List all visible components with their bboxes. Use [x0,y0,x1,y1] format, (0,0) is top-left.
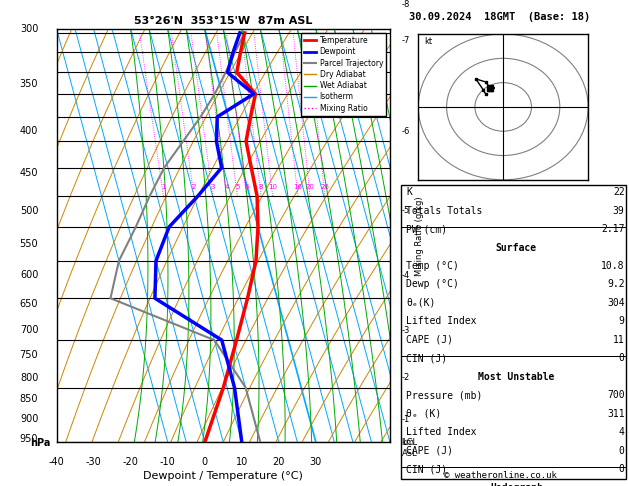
Text: © weatheronline.co.uk: © weatheronline.co.uk [443,471,557,480]
Text: 700: 700 [607,390,625,400]
Title: 53°26'N  353°15'W  87m ASL: 53°26'N 353°15'W 87m ASL [134,16,313,26]
Text: 0: 0 [619,353,625,364]
Text: Hodograph: Hodograph [490,483,543,486]
Text: 30.09.2024  18GMT  (Base: 18): 30.09.2024 18GMT (Base: 18) [409,12,591,22]
Text: 20: 20 [272,457,285,467]
Text: CIN (J): CIN (J) [406,353,447,364]
Text: 1: 1 [161,184,165,190]
Text: kt: kt [424,37,432,46]
Text: -6: -6 [402,127,410,136]
Text: 400: 400 [20,126,38,137]
Text: km
ASL: km ASL [402,438,417,457]
Text: CAPE (J): CAPE (J) [406,446,454,456]
Text: 311: 311 [607,409,625,419]
Text: Lifted Index: Lifted Index [406,316,477,327]
Text: θₑ(K): θₑ(K) [406,298,436,308]
Text: 600: 600 [20,270,38,280]
Text: -4: -4 [402,271,410,280]
Text: 30: 30 [309,457,322,467]
Text: -30: -30 [86,457,101,467]
Text: 0: 0 [619,464,625,474]
Text: -1: -1 [402,415,410,424]
Text: 5: 5 [235,184,240,190]
Text: -10: -10 [160,457,175,467]
Text: 650: 650 [19,299,38,309]
Text: 0: 0 [202,457,208,467]
Text: 700: 700 [19,325,38,335]
Text: 4: 4 [225,184,228,190]
Text: 750: 750 [19,349,38,360]
Text: Totals Totals: Totals Totals [406,206,482,216]
Text: 10.8: 10.8 [601,261,625,271]
Text: 9: 9 [619,316,625,327]
Text: 16: 16 [293,184,303,190]
Text: Temp (°C): Temp (°C) [406,261,459,271]
Text: 9.2: 9.2 [607,279,625,290]
Text: PW (cm): PW (cm) [406,224,447,234]
Text: 3: 3 [211,184,215,190]
Text: 350: 350 [19,79,38,89]
Text: 850: 850 [19,394,38,404]
Text: Most Unstable: Most Unstable [478,372,555,382]
Text: -5: -5 [402,206,410,215]
Text: Pressure (mb): Pressure (mb) [406,390,482,400]
Text: 39: 39 [613,206,625,216]
Text: 10: 10 [268,184,277,190]
Text: CAPE (J): CAPE (J) [406,335,454,345]
Text: 2.17: 2.17 [601,224,625,234]
Text: 11: 11 [613,335,625,345]
Text: 500: 500 [19,206,38,216]
Text: 2: 2 [192,184,196,190]
Text: hPa: hPa [30,438,50,448]
Text: -2: -2 [402,373,410,382]
Legend: Temperature, Dewpoint, Parcel Trajectory, Dry Adiabat, Wet Adiabat, Isotherm, Mi: Temperature, Dewpoint, Parcel Trajectory… [301,33,386,116]
Text: LCL: LCL [402,438,417,447]
Text: 0: 0 [619,446,625,456]
Text: -20: -20 [123,457,138,467]
Text: 300: 300 [20,24,38,34]
Text: -40: -40 [48,457,65,467]
Text: 10: 10 [236,457,248,467]
Text: Dewp (°C): Dewp (°C) [406,279,459,290]
Text: Surface: Surface [496,243,537,253]
Text: 450: 450 [19,168,38,178]
Text: CIN (J): CIN (J) [406,464,447,474]
Text: 4: 4 [619,427,625,437]
Text: 20: 20 [306,184,314,190]
Text: -7: -7 [402,36,410,45]
Text: 6: 6 [244,184,248,190]
Text: K: K [406,187,412,197]
Text: 22: 22 [613,187,625,197]
Text: Lifted Index: Lifted Index [406,427,477,437]
Text: 550: 550 [19,240,38,249]
Text: θₑ (K): θₑ (K) [406,409,442,419]
Text: 800: 800 [20,372,38,382]
Text: -8: -8 [402,0,410,9]
Text: 26: 26 [320,184,329,190]
Text: Mixing Ratio (g/kg): Mixing Ratio (g/kg) [416,196,425,276]
Text: -3: -3 [402,326,410,334]
Text: Dewpoint / Temperature (°C): Dewpoint / Temperature (°C) [143,471,303,481]
Text: 950: 950 [19,434,38,444]
Text: 8: 8 [259,184,264,190]
Text: 900: 900 [20,415,38,424]
Text: 304: 304 [607,298,625,308]
